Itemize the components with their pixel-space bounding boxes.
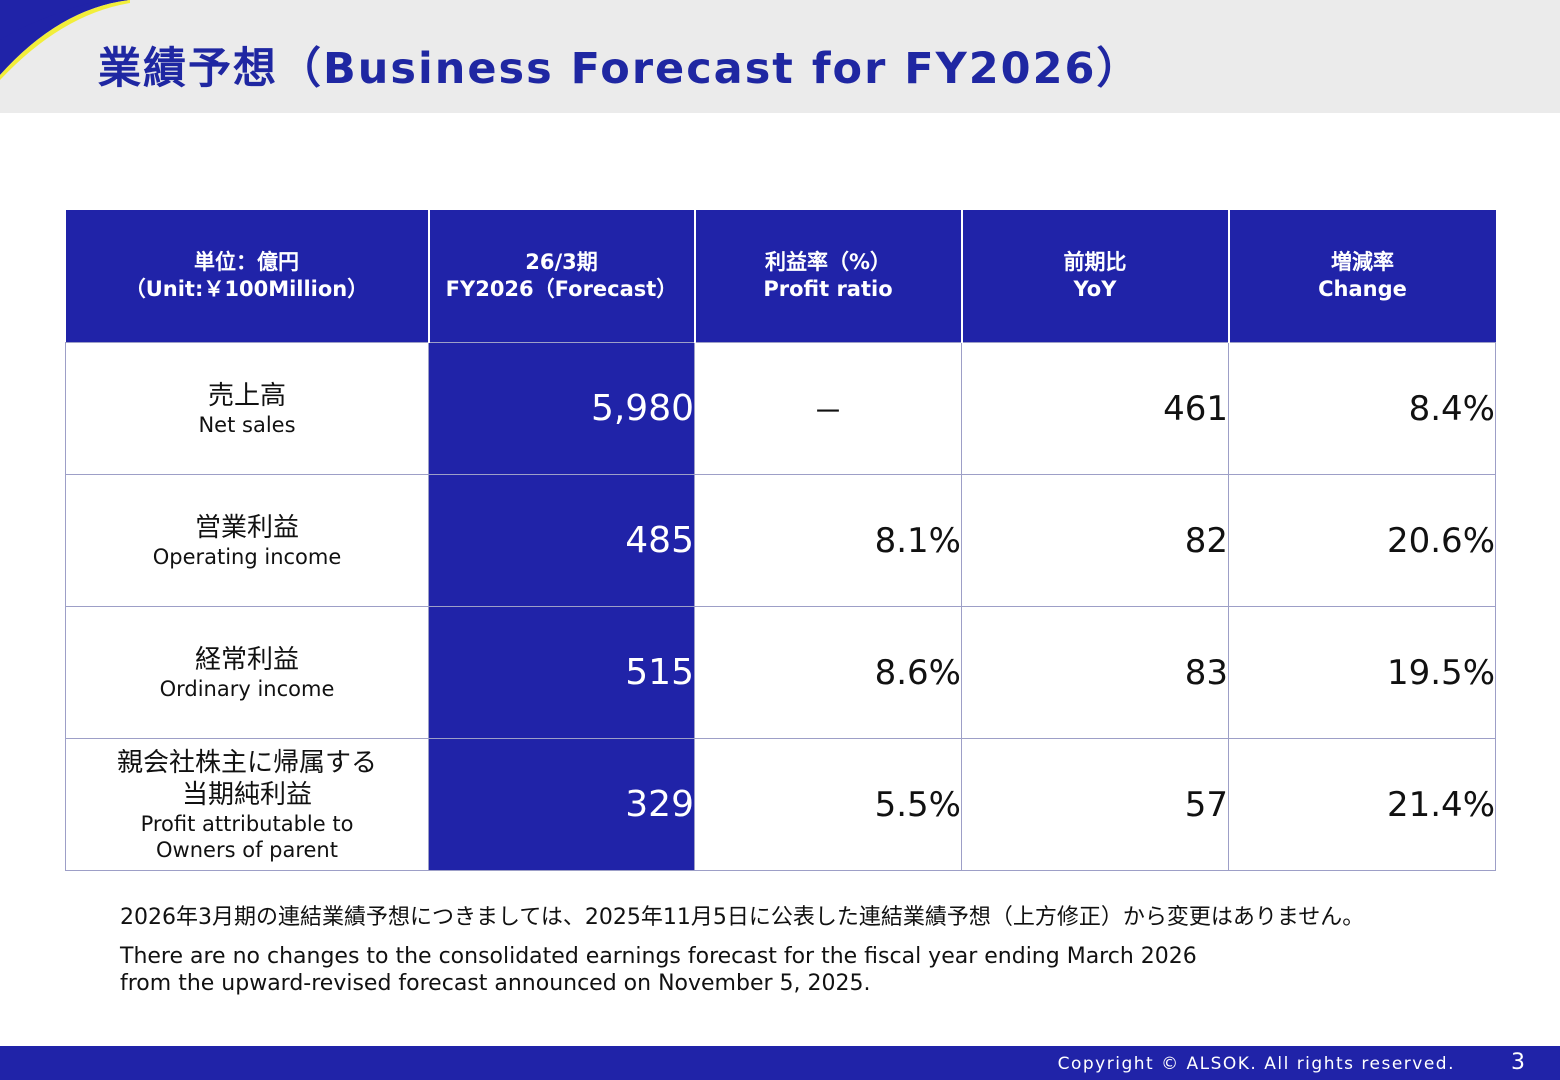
page-number: 3: [1511, 1050, 1525, 1075]
row-label-operating-income: 営業利益 Operating income: [65, 474, 429, 607]
column-header-profit-ratio: 利益率（%） Profit ratio: [693, 210, 962, 343]
yoy-value: 82: [961, 474, 1229, 607]
header-band: [0, 0, 1560, 113]
column-header-unit: 単位：億円 （Unit:￥100Million）: [65, 210, 429, 343]
note-english: There are no changes to the consolidated…: [120, 943, 1197, 997]
change-value: 21.4%: [1228, 738, 1496, 871]
column-header-yoy: 前期比 YoY: [960, 210, 1229, 343]
row-label-net-sales: 売上高 Net sales: [65, 342, 429, 475]
yoy-value: 461: [961, 342, 1229, 475]
profit-ratio-value: 8.1%: [694, 474, 962, 607]
page-title: 業績予想（Business Forecast for FY2026）: [98, 44, 1142, 94]
change-value: 20.6%: [1228, 474, 1496, 607]
row-label-net-income: 親会社株主に帰属する 当期純利益 Profit attributable to …: [65, 738, 429, 871]
table-row: 売上高 Net sales 5,980 － 461 8.4%: [65, 342, 1496, 475]
change-value: 19.5%: [1228, 606, 1496, 739]
forecast-value: 329: [428, 738, 695, 871]
table-row: 経常利益 Ordinary income 515 8.6% 83 19.5%: [65, 606, 1496, 739]
yoy-value: 83: [961, 606, 1229, 739]
change-value: 8.4%: [1228, 342, 1496, 475]
profit-ratio-value: 5.5%: [694, 738, 962, 871]
forecast-value: 485: [428, 474, 695, 607]
table-row: 営業利益 Operating income 485 8.1% 82 20.6%: [65, 474, 1496, 607]
row-label-ordinary-income: 経常利益 Ordinary income: [65, 606, 429, 739]
corner-accent-graphic: [0, 0, 130, 80]
profit-ratio-value: －: [694, 342, 962, 475]
forecast-value: 5,980: [428, 342, 695, 475]
forecast-table: 単位：億円 （Unit:￥100Million） 26/3期 FY2026（Fore…: [65, 210, 1496, 871]
profit-ratio-value: 8.6%: [694, 606, 962, 739]
note-japanese: 2026年3月期の連結業績予想につきましては、2025年11月5日に公表した連結…: [120, 905, 1365, 930]
column-header-forecast: 26/3期 FY2026（Forecast）: [427, 210, 695, 343]
note-english-line: There are no changes to the consolidated…: [120, 944, 1197, 969]
note-english-line: from the upward-revised forecast announc…: [120, 971, 871, 996]
copyright-text: Copyright © ALSOK. All rights reserved.: [1057, 1054, 1455, 1074]
table-header-row: 単位：億円 （Unit:￥100Million） 26/3期 FY2026（Fore…: [65, 210, 1496, 343]
yoy-value: 57: [961, 738, 1229, 871]
footer-band: [0, 1046, 1560, 1080]
forecast-value: 515: [428, 606, 695, 739]
table-row: 親会社株主に帰属する 当期純利益 Profit attributable to …: [65, 738, 1496, 871]
column-header-change: 増減率 Change: [1227, 210, 1496, 343]
